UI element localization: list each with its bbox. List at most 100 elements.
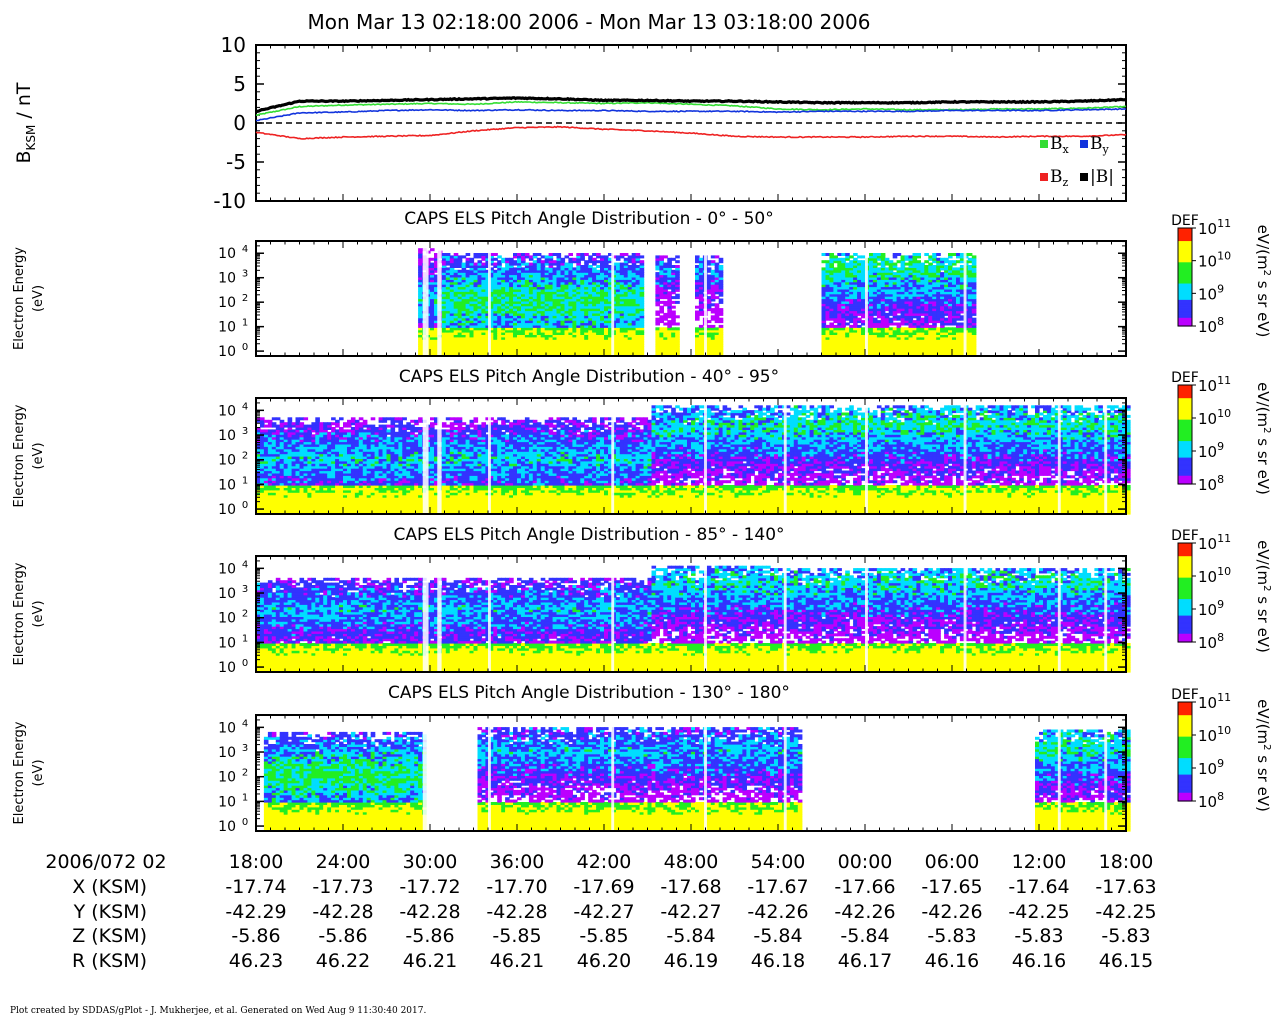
spectrogram-cell bbox=[675, 269, 680, 273]
spectrogram-cell bbox=[461, 324, 467, 328]
spectrogram-cell bbox=[623, 274, 629, 278]
spectrogram-cell bbox=[829, 296, 834, 300]
spectrogram-cell bbox=[489, 255, 494, 259]
spectrogram-cell bbox=[714, 332, 720, 335]
spectrogram-cell bbox=[517, 332, 522, 335]
spectrogram-cell bbox=[619, 300, 625, 304]
spectrogram-cell bbox=[469, 262, 475, 266]
spectrogram-cell bbox=[509, 346, 514, 350]
spectrogram-cell bbox=[536, 332, 542, 335]
spectrogram-cell bbox=[457, 255, 463, 259]
spectrogram-cell bbox=[493, 272, 498, 276]
spectrogram-cell bbox=[710, 279, 716, 283]
spectrogram-cell bbox=[441, 267, 447, 271]
spectrogram-cell bbox=[528, 327, 534, 331]
spectrogram-cell bbox=[663, 315, 668, 319]
spectrogram-cell bbox=[698, 293, 704, 297]
spectrogram-cell bbox=[714, 284, 720, 288]
spectrogram-cell bbox=[604, 257, 609, 261]
spectrogram-cell bbox=[521, 344, 526, 347]
spectrogram-cell bbox=[631, 351, 637, 355]
spectrogram-cell bbox=[501, 305, 506, 309]
spectrogram-cell bbox=[430, 344, 435, 347]
spectrogram-cell bbox=[837, 336, 842, 340]
spectrogram-cell bbox=[600, 262, 605, 266]
spectrogram-cell bbox=[861, 327, 866, 331]
spectrogram-cell bbox=[493, 253, 498, 256]
spectrogram-cell bbox=[457, 336, 463, 340]
spectrogram-cell bbox=[639, 310, 645, 314]
spectrogram-cell bbox=[608, 276, 613, 280]
spectrogram-cell bbox=[663, 300, 668, 304]
spectrogram-cell bbox=[513, 293, 518, 297]
spectrogram-cell bbox=[556, 267, 562, 271]
spectrogram-cell bbox=[434, 303, 439, 307]
spectrogram-cell bbox=[524, 317, 530, 321]
spectrogram-cell bbox=[552, 346, 558, 350]
colorbar-unit-label: eV/(m2 s sr eV) bbox=[1254, 225, 1272, 338]
spectrogram-cell bbox=[418, 276, 423, 280]
spectrogram-cell bbox=[710, 336, 716, 340]
spectrogram-cell bbox=[631, 312, 637, 316]
spectrogram-cell bbox=[845, 327, 850, 331]
spectrogram-cell bbox=[837, 260, 842, 264]
spectrogram-cell bbox=[714, 315, 720, 319]
spectrogram-cell bbox=[461, 332, 467, 335]
spectrogram-cell bbox=[655, 255, 660, 259]
spectrogram-cell bbox=[592, 257, 597, 261]
spectrogram-cell bbox=[497, 279, 502, 283]
spectrogram-cell bbox=[548, 272, 554, 276]
spectrogram-cell bbox=[853, 339, 858, 343]
spectrogram-cell bbox=[718, 293, 724, 297]
spectrogram-cell bbox=[841, 324, 846, 328]
spectrogram-cell bbox=[841, 332, 846, 335]
spectrogram-cell bbox=[489, 286, 494, 290]
spectrogram-cell bbox=[833, 276, 838, 280]
spectrogram-cell bbox=[592, 327, 597, 331]
spectrogram-cell bbox=[469, 312, 475, 316]
spectrogram-cell bbox=[706, 279, 712, 283]
legend-swatch-bmag bbox=[1080, 173, 1088, 181]
spectrogram-cell bbox=[845, 312, 850, 316]
spectrogram-cell bbox=[469, 320, 475, 324]
spectrogram-cell bbox=[829, 348, 834, 352]
spectrogram-cell bbox=[608, 310, 613, 314]
spectrogram-cell bbox=[430, 286, 435, 290]
spectrogram-cell bbox=[639, 348, 645, 352]
spectrogram-cell bbox=[698, 312, 704, 316]
spectrogram-cell bbox=[659, 305, 664, 309]
spectrogram-cell bbox=[457, 310, 463, 314]
spectrogram-cell bbox=[528, 344, 534, 347]
spectrogram-cell bbox=[631, 253, 637, 256]
spectrogram-cell bbox=[592, 315, 597, 319]
spectrogram-cell bbox=[829, 341, 834, 345]
spectrogram-cell bbox=[517, 257, 522, 261]
spectrogram-cell bbox=[513, 315, 518, 319]
spectrogram-cell bbox=[556, 341, 562, 345]
spectrogram-cell bbox=[532, 253, 538, 256]
spectrogram-cell bbox=[698, 332, 704, 335]
spectrogram-cell bbox=[441, 296, 447, 300]
spectrogram-cell bbox=[608, 281, 613, 285]
spectrogram-cell bbox=[596, 305, 601, 309]
spectrogram-cell bbox=[615, 291, 621, 295]
spectrogram-cell bbox=[706, 269, 712, 273]
spectrogram-cell bbox=[698, 298, 704, 302]
spectrogram-cell bbox=[513, 262, 518, 266]
spectrogram-cell bbox=[845, 317, 850, 321]
spectrogram-cell bbox=[833, 269, 838, 273]
spectrogram-cell bbox=[453, 298, 459, 302]
spectrogram-cell bbox=[544, 281, 550, 285]
spectrogram-cell bbox=[845, 341, 850, 345]
spectrogram-cell bbox=[568, 308, 573, 312]
spectrogram-cell bbox=[536, 291, 542, 295]
spectrogram-cell bbox=[833, 332, 838, 335]
spectrogram-cell bbox=[524, 291, 530, 295]
spectrogram-cell bbox=[489, 305, 494, 309]
spectrogram-cell bbox=[493, 298, 498, 302]
spectrogram-cell bbox=[821, 253, 827, 256]
spectrogram-cell bbox=[825, 344, 831, 347]
spectrogram-cell bbox=[841, 339, 846, 343]
spectrogram-cell bbox=[441, 312, 447, 316]
spectrogram-cell bbox=[663, 276, 668, 280]
